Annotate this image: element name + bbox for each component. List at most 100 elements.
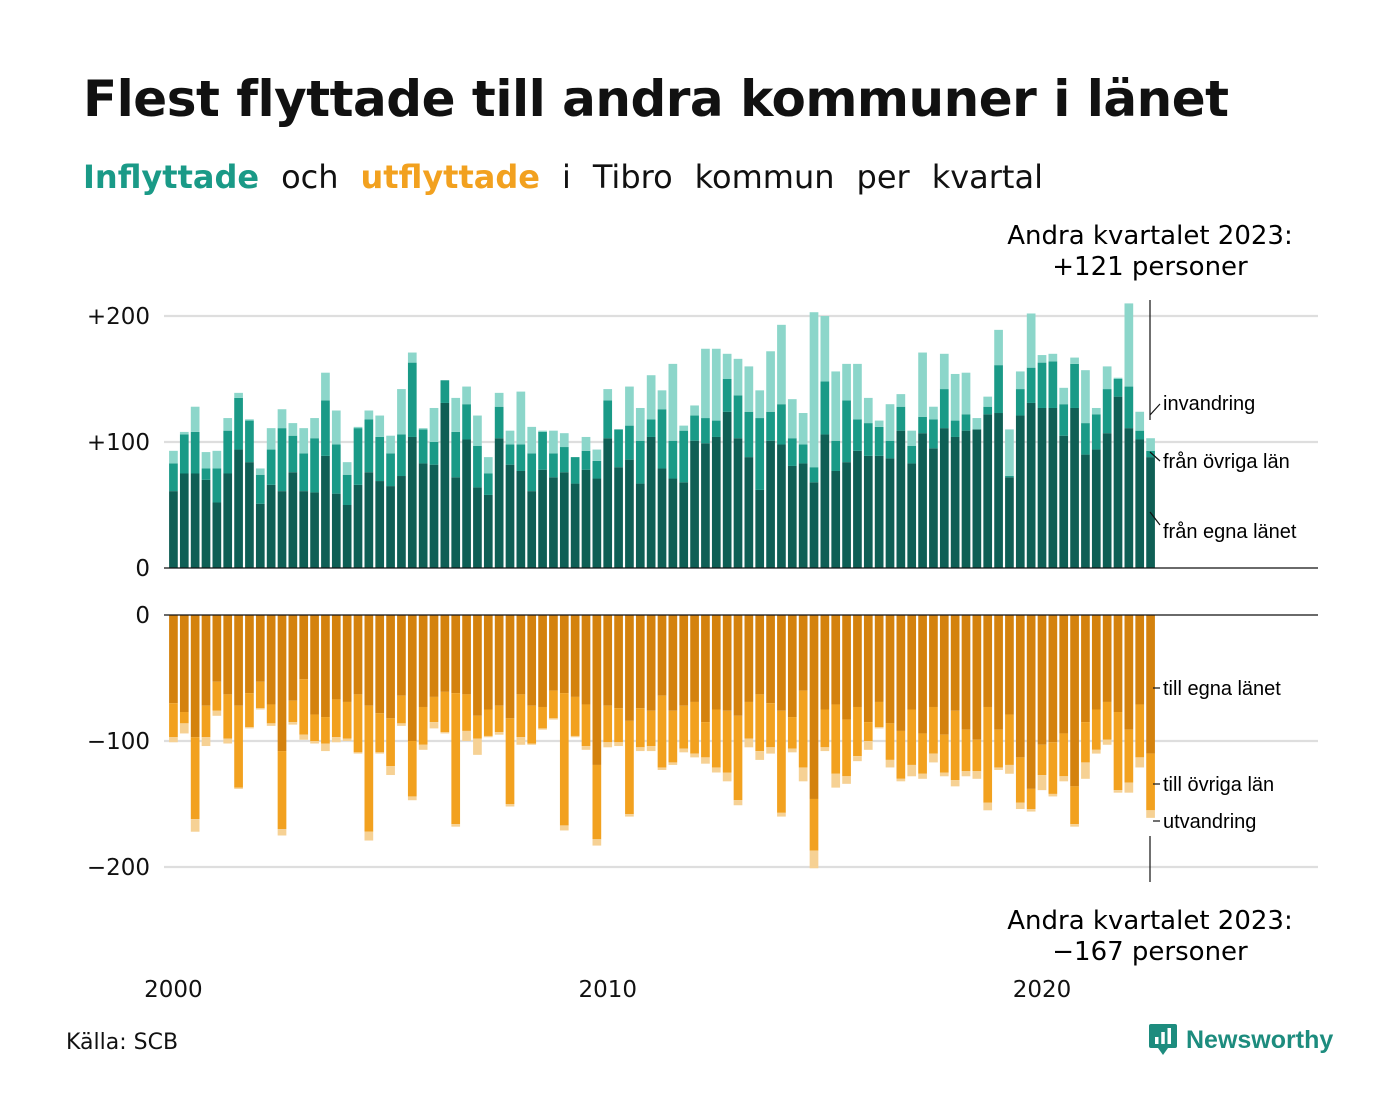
bar-out-other-86 (1102, 701, 1112, 740)
bar-in-intl-17 (353, 426, 363, 429)
bar-out-own-39 (592, 615, 602, 765)
bar-out-own-54 (755, 615, 765, 695)
bar-out-own-48 (690, 615, 699, 702)
bar-in-other-45 (657, 409, 667, 469)
bar-in-other-18 (364, 419, 374, 473)
bar-out-intl-40 (603, 742, 613, 748)
bar-out-other-41 (614, 708, 623, 743)
bar-out-intl-36 (559, 825, 569, 831)
bar-out-other-31 (505, 718, 515, 804)
bar-in-other-54 (755, 418, 765, 490)
bar-in-other-10 (277, 428, 287, 492)
bar-out-own-34 (538, 615, 547, 707)
bar-out-own-36 (559, 615, 569, 694)
bar-in-own-72 (950, 436, 960, 568)
bar-out-intl-21 (397, 723, 406, 726)
bar-in-intl-72 (950, 373, 960, 421)
bar-in-other-24 (429, 442, 439, 465)
bar-out-other-46 (668, 710, 678, 763)
bar-in-intl-20 (386, 435, 395, 454)
bar-in-own-9 (266, 484, 276, 568)
bar-out-own-6 (234, 615, 243, 706)
bar-in-intl-80 (1037, 355, 1047, 363)
bar-out-other-20 (386, 718, 395, 767)
bar-out-other-42 (625, 720, 634, 815)
bar-out-other-62 (842, 719, 851, 777)
bar-out-other-9 (266, 704, 276, 724)
bar-in-other-47 (679, 430, 689, 483)
bar-in-other-83 (1070, 363, 1079, 408)
bar-out-other-79 (1026, 788, 1036, 810)
bar-in-intl-22 (407, 352, 417, 363)
bar-in-own-0 (169, 491, 178, 568)
x-tick-2010: 2010 (578, 977, 637, 1003)
bar-out-intl-55 (766, 747, 775, 754)
bar-in-own-4 (212, 502, 222, 568)
bar-out-own-63 (853, 615, 862, 707)
bar-in-own-36 (559, 472, 569, 568)
bar-in-intl-51 (722, 353, 732, 379)
bar-out-other-80 (1037, 744, 1047, 776)
bar-in-other-87 (1113, 379, 1123, 397)
subtitle-kvartal: kvartal (931, 158, 1043, 196)
bar-out-own-26 (451, 615, 461, 694)
bar-out-other-38 (581, 704, 591, 747)
bar-out-own-14 (321, 615, 330, 718)
bar-out-intl-78 (1015, 802, 1025, 810)
bar-in-intl-38 (581, 436, 591, 451)
bar-out-intl-62 (842, 776, 851, 784)
bar-out-other-33 (527, 705, 537, 744)
bar-out-intl-57 (787, 748, 797, 753)
bar-out-intl-85 (1091, 749, 1101, 754)
bar-in-intl-60 (820, 316, 830, 382)
bar-in-intl-55 (766, 351, 775, 412)
bar-out-other-55 (766, 703, 775, 748)
bar-in-intl-53 (744, 366, 754, 412)
bar-out-own-56 (777, 615, 786, 711)
bar-in-own-34 (538, 469, 547, 568)
bar-out-own-27 (462, 615, 471, 695)
bar-out-intl-16 (342, 738, 352, 741)
bar-out-other-49 (701, 722, 710, 758)
bar-in-intl-52 (733, 358, 743, 396)
bar-in-other-4 (212, 468, 222, 503)
y-tick-in-1: +100 (87, 430, 150, 456)
bar-in-intl-23 (418, 428, 428, 430)
subtitle-och: och (281, 158, 339, 196)
bar-in-other-71 (939, 389, 949, 429)
bar-in-other-60 (820, 381, 830, 435)
bar-out-own-20 (386, 615, 395, 719)
label-till-egna-lanet: till egna länet (1163, 678, 1281, 700)
bar-out-other-21 (397, 695, 406, 724)
bar-out-intl-51 (722, 772, 732, 782)
bar-out-other-56 (777, 710, 786, 813)
bar-in-other-11 (288, 435, 298, 473)
bar-in-intl-76 (994, 329, 1003, 366)
bar-out-own-66 (885, 615, 895, 724)
bar-in-intl-82 (1059, 387, 1069, 405)
bar-out-other-54 (755, 694, 765, 752)
bar-in-intl-86 (1102, 366, 1112, 390)
bar-in-other-13 (310, 438, 319, 493)
bar-out-own-37 (570, 615, 580, 697)
bar-in-own-3 (201, 479, 211, 568)
bar-in-other-29 (483, 473, 493, 495)
bar-out-intl-27 (462, 730, 471, 741)
bar-in-other-61 (831, 440, 841, 471)
bar-in-own-83 (1070, 407, 1079, 568)
bar-in-other-51 (722, 379, 732, 412)
bar-in-other-59 (809, 467, 819, 483)
bar-out-own-90 (1146, 615, 1155, 754)
bar-out-own-80 (1037, 615, 1047, 745)
bar-out-own-18 (364, 615, 374, 706)
bar-in-other-73 (961, 414, 971, 431)
bar-out-intl-75 (983, 802, 993, 811)
bar-in-other-88 (1124, 386, 1134, 429)
bar-in-intl-29 (483, 457, 493, 474)
bar-out-other-89 (1135, 704, 1145, 758)
bar-in-intl-67 (896, 394, 906, 407)
bar-in-other-1 (179, 434, 189, 474)
bar-out-other-35 (549, 690, 558, 719)
bar-out-intl-79 (1026, 809, 1036, 812)
bar-out-own-19 (375, 615, 385, 714)
